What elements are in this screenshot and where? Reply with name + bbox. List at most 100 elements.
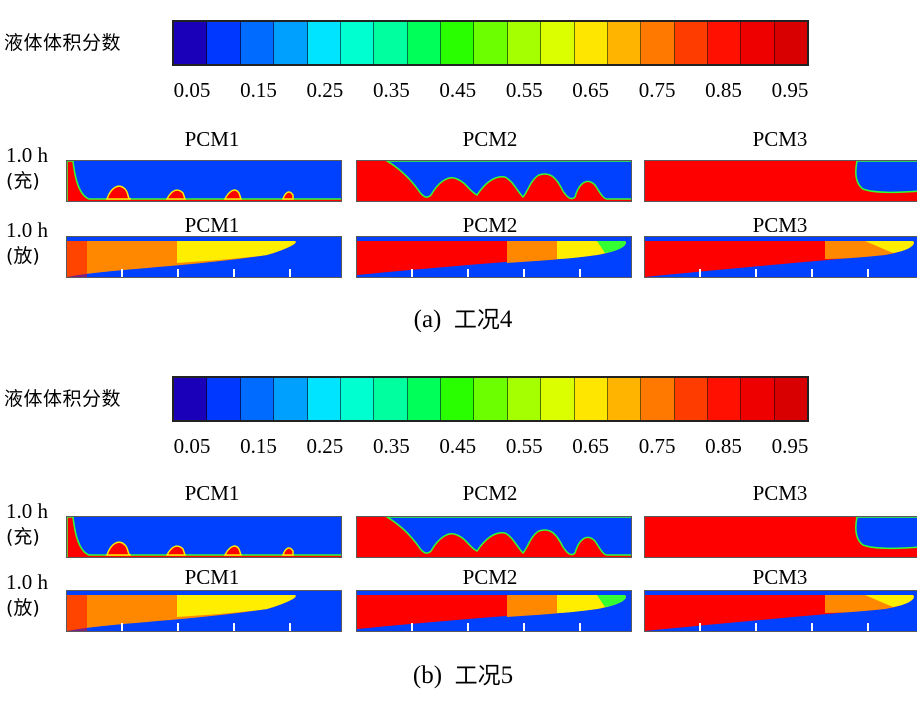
column-label-pcm2: PCM2	[462, 127, 518, 151]
colorbar-cell	[174, 378, 208, 420]
colorbar-tick-label: 0.85	[705, 434, 742, 458]
case-b-section: 液体体积分数 0.05 0.15 0.25 0.35 0.45 0.55 0.65 0.75 0…	[0, 356, 917, 711]
column-label-pcm3: PCM3	[752, 127, 808, 151]
colorbar-cell	[774, 22, 808, 64]
colorbar-cell	[474, 22, 508, 64]
row-label-charge: 1.0 h (充)	[6, 142, 48, 194]
caption: (b) 工况5	[413, 656, 513, 690]
colorbar	[172, 376, 809, 422]
colorbar-tick-label: 0.25	[306, 434, 344, 458]
colorbar-cell	[774, 378, 808, 420]
colorbar-cell	[674, 22, 708, 64]
panel-charge-pcm1	[66, 160, 342, 202]
colorbar-cell	[340, 22, 375, 64]
colorbar-tick-label: 0.45	[439, 434, 477, 458]
column-label-pcm1: PCM1	[184, 213, 240, 237]
panel-discharge-pcm2	[356, 236, 632, 278]
colorbar-tick-label: 0.65	[572, 434, 610, 458]
panel-discharge-pcm2	[356, 590, 632, 632]
panel-charge-pcm2	[356, 516, 632, 558]
colorbar-tick-label: 0.25	[306, 78, 344, 102]
colorbar-cell	[374, 378, 408, 420]
case-a-section: 液体体积分数 0.05 0.15 0.25 0.35 0.45 0.55 0.65 0.75 0…	[0, 0, 917, 355]
column-label-pcm2: PCM2	[462, 213, 518, 237]
colorbar-cell	[174, 22, 208, 64]
row-label-charge-time: 1.0 h	[6, 499, 48, 523]
colorbar-cell	[674, 378, 708, 420]
colorbar-cell	[474, 378, 508, 420]
colorbar-cell	[374, 22, 408, 64]
row-label-discharge-mode: (放)	[6, 245, 40, 267]
column-label-pcm3: PCM3	[752, 213, 808, 237]
colorbar-cell	[407, 378, 441, 420]
column-label-pcm1: PCM1	[184, 481, 240, 505]
colorbar-tick-label: 0.85	[705, 78, 742, 102]
caption-text: 工况	[453, 307, 500, 333]
caption-prefix: (b)	[412, 662, 443, 689]
row-label-discharge-mode: (放)	[6, 597, 40, 619]
panel-charge-pcm3	[644, 516, 917, 558]
row-label-discharge: 1.0 h (放)	[6, 217, 48, 269]
colorbar-cell	[441, 378, 475, 420]
panel-discharge-pcm1	[66, 590, 342, 632]
colorbar-cell	[274, 22, 308, 64]
colorbar-cell	[207, 22, 241, 64]
colorbar-cell	[541, 378, 575, 420]
panel-discharge-pcm3	[644, 236, 917, 278]
colorbar-cell	[708, 378, 742, 420]
colorbar-tick-label: 0.05	[173, 434, 211, 458]
colorbar-tick-label: 0.55	[505, 78, 543, 102]
colorbar-cell	[708, 22, 742, 64]
colorbar-cell	[741, 378, 775, 420]
column-label-pcm1: PCM1	[184, 127, 240, 151]
colorbar-cell	[240, 378, 275, 420]
colorbar-tick-label: 0.65	[572, 78, 610, 102]
colorbar-cell	[641, 22, 675, 64]
colorbar-tick-label: 0.75	[638, 434, 676, 458]
panel-charge-pcm1	[66, 516, 342, 558]
colorbar	[172, 20, 809, 66]
row-label-charge-time: 1.0 h	[6, 143, 48, 167]
column-label-pcm2: PCM2	[462, 565, 518, 589]
colorbar-tick-label: 0.15	[240, 434, 277, 458]
colorbar-cell	[307, 378, 341, 420]
colorbar-tick-label: 0.95	[771, 434, 809, 458]
colorbar-cell	[407, 22, 441, 64]
colorbar-cell	[741, 22, 775, 64]
legend-title: 液体体积分数	[4, 32, 122, 54]
row-label-discharge: 1.0 h (放)	[6, 569, 48, 621]
colorbar-tick-label: 0.75	[638, 78, 676, 102]
caption-number: 4	[499, 306, 513, 333]
colorbar-tick-label: 0.55	[505, 434, 543, 458]
colorbar-cell	[607, 22, 642, 64]
caption-prefix: (a)	[413, 306, 442, 333]
panel-charge-pcm2	[356, 160, 632, 202]
colorbar-cell	[340, 378, 375, 420]
colorbar-cell	[607, 378, 642, 420]
colorbar-cell	[641, 378, 675, 420]
caption-text: 工况	[454, 663, 501, 689]
colorbar-cell	[240, 22, 275, 64]
row-label-charge-mode: (充)	[6, 170, 40, 192]
column-label-pcm3: PCM3	[752, 565, 808, 589]
colorbar-cell	[541, 22, 575, 64]
row-label-charge: 1.0 h (充)	[6, 498, 48, 550]
legend-title: 液体体积分数	[4, 388, 122, 410]
colorbar-tick-label: 0.95	[771, 78, 809, 102]
caption-number: 5	[500, 662, 514, 689]
colorbar-tick-label: 0.35	[372, 78, 410, 102]
colorbar-cell	[574, 22, 608, 64]
colorbar-cell	[507, 22, 542, 64]
colorbar-tick-label: 0.05	[173, 78, 211, 102]
colorbar-cell	[207, 378, 241, 420]
colorbar-tick-label: 0.35	[372, 434, 410, 458]
colorbar-tick-label: 0.15	[240, 78, 277, 102]
row-label-discharge-time: 1.0 h	[6, 570, 48, 594]
column-label-pcm2: PCM2	[462, 481, 518, 505]
colorbar-tick-label: 0.45	[439, 78, 477, 102]
caption: (a) 工况4	[414, 300, 513, 334]
panel-discharge-pcm1	[66, 236, 342, 278]
row-label-discharge-time: 1.0 h	[6, 218, 48, 242]
colorbar-cell	[307, 22, 341, 64]
colorbar-cell	[507, 378, 542, 420]
